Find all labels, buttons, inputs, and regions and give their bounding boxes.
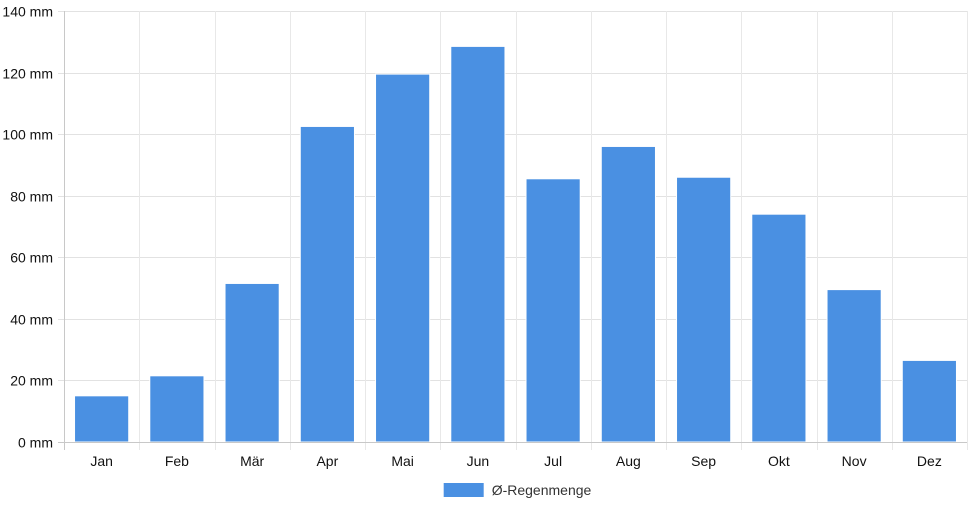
legend-label[interactable]: Ø-Regenmenge xyxy=(492,482,592,498)
y-tick-label: 80 mm xyxy=(10,189,53,205)
x-tick-label: Nov xyxy=(842,453,867,469)
bar-Nov[interactable] xyxy=(826,289,882,443)
y-tick-label: 20 mm xyxy=(10,373,53,389)
y-tick-label: 40 mm xyxy=(10,312,53,328)
bar-Feb[interactable] xyxy=(149,375,205,443)
x-tick-label: Jun xyxy=(467,453,490,469)
bar-Mär[interactable] xyxy=(224,282,280,443)
legend-swatch[interactable] xyxy=(443,483,484,497)
y-tick-label: 100 mm xyxy=(2,127,53,143)
y-tick-labels: 0 mm 20 mm 40 mm 60 mm 80 mm 100 mm 120 mm 140 … xyxy=(2,4,53,451)
x-tick-label: Jan xyxy=(90,453,113,469)
x-tick-label: Feb xyxy=(165,453,189,469)
y-tick-label: 60 mm xyxy=(10,250,53,266)
x-tick-label: Jul xyxy=(544,453,562,469)
bar-Jan[interactable] xyxy=(74,395,130,443)
x-tick-label: Dez xyxy=(917,453,942,469)
bar-Sep[interactable] xyxy=(676,176,732,443)
bar-Dez[interactable] xyxy=(901,359,957,443)
x-tick-label: Okt xyxy=(768,453,790,469)
bar-Mai[interactable] xyxy=(375,73,431,443)
bar-Aug[interactable] xyxy=(600,145,656,443)
axes xyxy=(58,11,967,450)
x-tick-label: Mai xyxy=(391,453,414,469)
x-tick-labels: Jan Feb Mär Apr Mai Jun Jul Aug Sep Okt Nov Dez xyxy=(90,453,941,469)
y-tick-label: 0 mm xyxy=(18,435,53,451)
x-tick-label: Mär xyxy=(240,453,264,469)
y-tick-label: 140 mm xyxy=(2,4,53,20)
x-tick-label: Apr xyxy=(316,453,338,469)
grid-lines xyxy=(58,11,968,450)
x-tick-label: Sep xyxy=(691,453,716,469)
bar-Apr[interactable] xyxy=(299,125,355,443)
legend[interactable]: Ø-Regenmenge xyxy=(443,482,592,498)
y-tick-label: 120 mm xyxy=(2,66,53,82)
x-tick-label: Aug xyxy=(616,453,641,469)
bars xyxy=(74,45,957,443)
bar-Jul[interactable] xyxy=(525,178,581,443)
bar-Okt[interactable] xyxy=(751,213,807,443)
bar-Jun[interactable] xyxy=(450,45,506,443)
